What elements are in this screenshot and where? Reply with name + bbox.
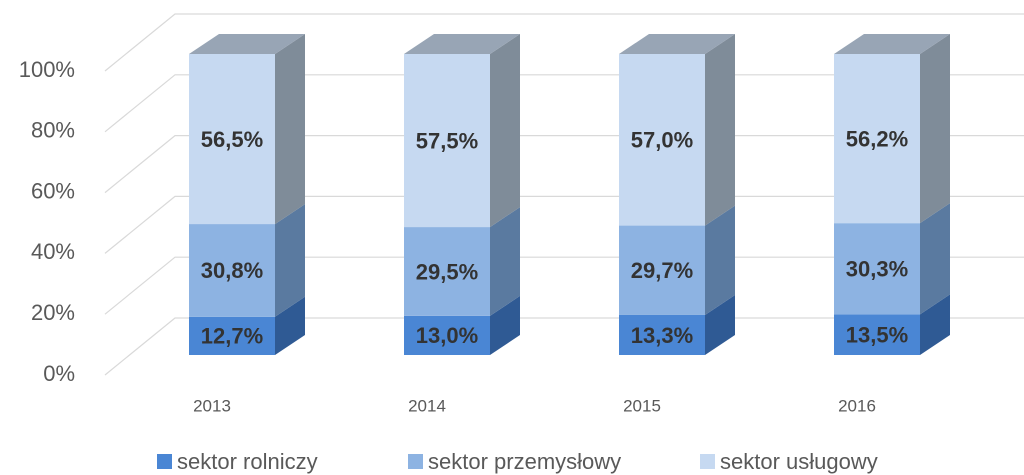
legend-swatch — [157, 454, 172, 469]
grid-line — [104, 13, 1024, 72]
y-tick-label: 0% — [43, 361, 75, 386]
bar-side — [920, 34, 950, 224]
bar-segment — [834, 314, 920, 355]
legend-label: sektor usługowy — [720, 449, 878, 474]
bar-side — [705, 294, 735, 355]
legend-swatch — [700, 454, 715, 469]
y-tick-label: 20% — [31, 300, 75, 325]
bar-top — [404, 34, 520, 54]
y-tick-label: 60% — [31, 178, 75, 203]
bar-side — [490, 295, 520, 355]
bar-segment — [404, 315, 490, 355]
bar-side — [705, 205, 735, 315]
value-label: 56,5% — [201, 127, 263, 152]
value-label: 56,2% — [846, 126, 908, 151]
bar-side — [275, 296, 305, 355]
legend-label: sektor rolniczy — [177, 449, 318, 474]
bar-segment — [834, 223, 920, 315]
bar-top — [834, 34, 950, 54]
bar-segment — [619, 314, 705, 355]
bar-side — [275, 34, 305, 225]
bar-segment — [619, 225, 705, 315]
bar-segment — [189, 316, 275, 355]
value-label: 12,7% — [201, 324, 263, 349]
grid-line — [104, 135, 1024, 194]
value-label: 30,3% — [846, 257, 908, 282]
value-label: 57,0% — [631, 128, 693, 153]
value-label: 13,3% — [631, 323, 693, 348]
value-label: 29,5% — [416, 259, 478, 284]
value-label: 13,5% — [846, 322, 908, 347]
value-label: 57,5% — [416, 128, 478, 153]
bar-side — [920, 294, 950, 355]
value-label: 13,0% — [416, 323, 478, 348]
bar-top — [189, 34, 305, 54]
grid-line — [104, 256, 1024, 315]
bar-side — [490, 34, 520, 228]
y-tick-label: 40% — [31, 239, 75, 264]
bar-segment — [189, 54, 275, 225]
x-tick-label: 2015 — [623, 396, 661, 415]
legend-label: sektor przemysłowy — [428, 449, 621, 474]
bar-segment — [404, 54, 490, 228]
grid-line — [104, 317, 1024, 376]
bar-segment — [404, 227, 490, 316]
value-label: 29,7% — [631, 258, 693, 283]
bar-side — [275, 204, 305, 317]
bar-segment — [189, 224, 275, 317]
bar-segment — [619, 54, 705, 226]
bar-side — [490, 207, 520, 316]
legend-swatch — [408, 454, 423, 469]
bar-side — [920, 203, 950, 315]
x-tick-label: 2014 — [408, 396, 446, 415]
bar-top — [619, 34, 735, 54]
bar-segment — [834, 54, 920, 224]
bar-side — [705, 34, 735, 226]
y-tick-label: 100% — [19, 57, 75, 82]
grid-line — [104, 74, 1024, 133]
grid-line — [104, 195, 1024, 254]
y-tick-label: 80% — [31, 118, 75, 143]
x-tick-label: 2016 — [838, 396, 876, 415]
value-label: 30,8% — [201, 258, 263, 283]
x-tick-label: 2013 — [193, 396, 231, 415]
